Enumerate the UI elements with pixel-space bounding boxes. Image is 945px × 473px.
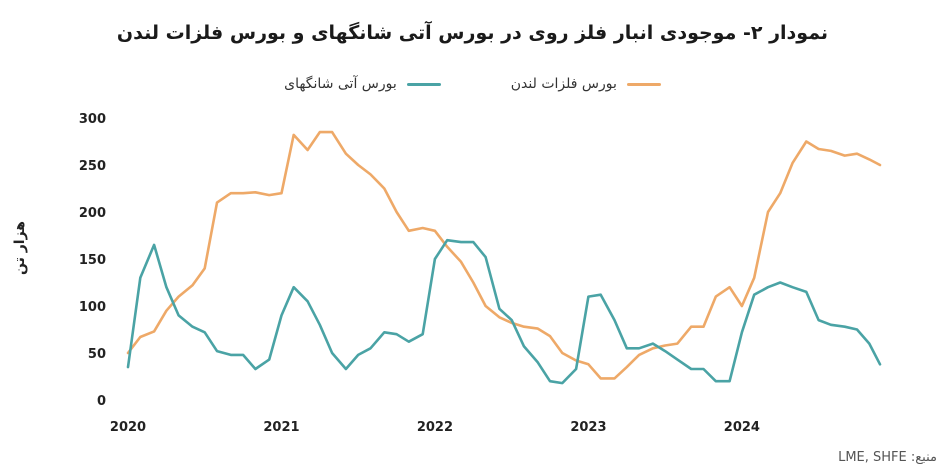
- x-tick-label: 2023: [570, 420, 606, 435]
- legend-label-lme: بورس فلزات لندن: [510, 76, 617, 92]
- y-tick-label: 300: [79, 112, 106, 127]
- x-tick-label: 2024: [724, 420, 760, 435]
- y-tick-label: 0: [97, 394, 106, 409]
- x-tick-label: 2021: [263, 420, 299, 435]
- legend-swatch-shfe: [406, 82, 441, 86]
- legend-swatch-lme: [626, 82, 661, 86]
- series-line-shfe: [126, 238, 882, 385]
- y-tick-label: 250: [79, 159, 106, 174]
- legend-label-shfe: بورس آتی شانگهای: [284, 76, 397, 92]
- chart-title: نمودار ۲- موجودی انبار فلز روی در بورس آ…: [116, 22, 829, 44]
- x-tick-label: 2020: [110, 420, 146, 435]
- y-tick-label: 200: [79, 206, 106, 221]
- y-tick-label: 100: [79, 300, 106, 315]
- legend-item-lme: بورس فلزات لندن: [511, 76, 661, 92]
- legend: بورس فلزات لندن بورس آتی شانگهای: [0, 76, 945, 92]
- x-tick-label: 2022: [417, 420, 453, 435]
- y-tick-label: 150: [79, 253, 106, 268]
- series-line-lme: [126, 130, 882, 380]
- source-note: منبع: LME, SHFE: [838, 450, 937, 465]
- legend-item-shfe: بورس آتی شانگهای: [284, 76, 441, 92]
- y-tick-label: 50: [88, 347, 106, 362]
